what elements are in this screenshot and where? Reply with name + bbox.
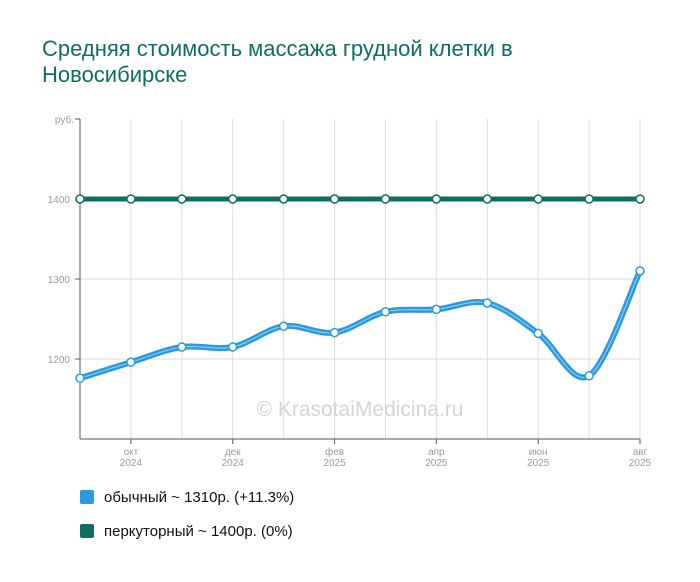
x-tick-label-year: 2025: [629, 458, 652, 469]
data-point-series-2: [278, 194, 289, 204]
legend-item-series-1[interactable]: обычный ~ 1310р. (+11.3%): [80, 488, 294, 506]
data-point-series-2: [227, 194, 238, 204]
y-tick-label: 1200: [48, 355, 71, 366]
chart-title: Средняя стоимость массажа грудной клетки…: [42, 36, 513, 87]
x-tick-label-month: фев: [325, 446, 344, 458]
data-point-series-1: [533, 328, 543, 339]
x-tick-label-month: апр: [428, 447, 445, 458]
data-point-series-1: [635, 266, 645, 276]
x-tick-labels: окт2024дек2024фев2025апр2025июн2025авг20…: [120, 439, 652, 469]
series-line-1: [77, 268, 643, 382]
data-point-series-1: [126, 357, 136, 367]
y-axis-label: руб.: [55, 114, 74, 126]
data-point-series-2: [482, 194, 493, 204]
data-point-series-2: [329, 194, 340, 204]
data-point-series-2: [584, 194, 594, 204]
legend-label-series-2: перкуторный ~ 1400р. (0%): [104, 522, 293, 540]
data-point-series-2: [380, 194, 391, 204]
data-point-series-2: [431, 194, 442, 204]
data-point-series-1: [380, 307, 391, 317]
data-point-series-1: [177, 342, 187, 352]
data-point-series-2: [635, 194, 645, 204]
x-tick-label-month: июн: [529, 447, 548, 458]
legend-item-series-2[interactable]: перкуторный ~ 1400р. (0%): [80, 522, 294, 540]
y-tick-labels: 1200 1300 1400: [48, 195, 80, 366]
legend-label-series-1: обычный ~ 1310р. (+11.3%): [104, 488, 295, 506]
x-tick-label-year: 2025: [425, 458, 448, 469]
legend: обычный ~ 1310р. (+11.3%) перкуторный ~ …: [80, 488, 294, 556]
x-tick-label-month: авг: [633, 447, 648, 458]
y-tick-label: 1300: [48, 275, 71, 286]
x-tick-label-month: дек: [225, 447, 241, 458]
watermark: © KrasotaiMedicina.ru: [257, 398, 464, 421]
x-tick-label-year: 2024: [120, 458, 143, 469]
data-point-series-2: [177, 194, 187, 204]
data-point-series-1: [431, 304, 442, 315]
series-points: [75, 194, 645, 383]
legend-swatch-series-2: [80, 524, 94, 538]
data-point-series-1: [329, 327, 340, 338]
x-tick-label-month: окт: [124, 447, 139, 458]
data-point-series-2: [533, 194, 543, 204]
x-tick-label-year: 2025: [323, 458, 346, 469]
x-tick-label-year: 2025: [527, 458, 550, 469]
legend-swatch-series-1: [80, 490, 94, 504]
data-point-series-1: [278, 321, 289, 331]
data-point-series-2: [75, 194, 85, 204]
data-point-series-2: [126, 194, 136, 204]
data-point-series-1: [584, 371, 594, 381]
data-point-series-1: [482, 298, 493, 308]
data-point-series-1: [75, 373, 85, 383]
series-lines: [77, 196, 643, 382]
grid-lines: [79, 119, 641, 439]
x-tick-label-year: 2024: [222, 458, 245, 469]
y-tick-label: 1400: [48, 195, 71, 206]
data-point-series-1: [227, 342, 238, 352]
